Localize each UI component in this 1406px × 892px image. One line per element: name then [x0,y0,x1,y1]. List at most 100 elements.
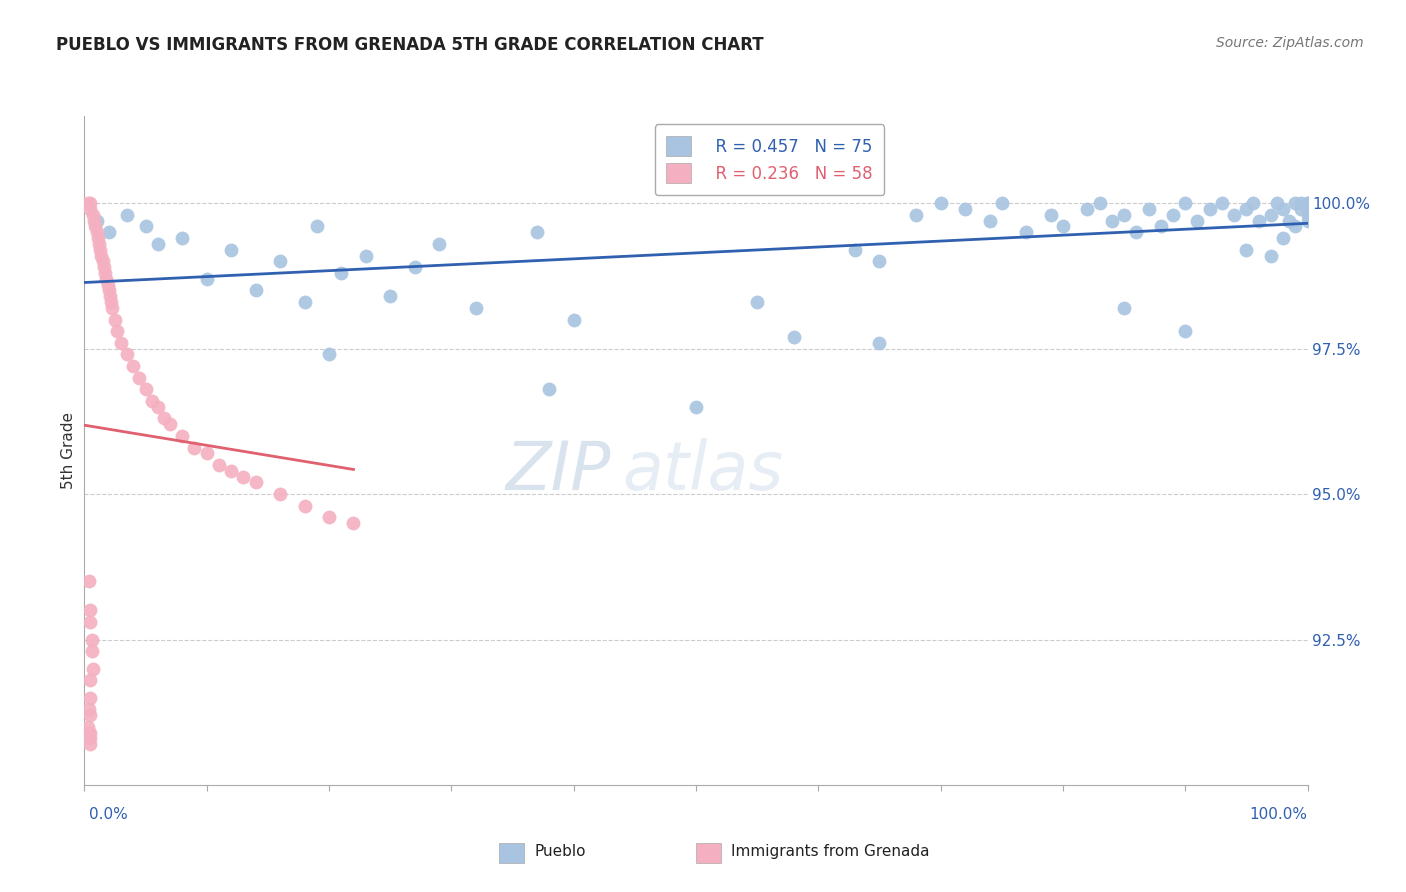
Point [1198,202,1220,216]
Point [245,284,267,298]
Point [269,487,291,501]
Point [79,708,101,723]
Point [991,196,1014,211]
Point [1234,243,1257,257]
Point [869,254,891,268]
Point [122,359,145,373]
Point [1174,196,1197,211]
Point [783,330,806,344]
Point [232,469,254,483]
Point [294,295,316,310]
Point [1296,196,1319,211]
Point [1241,196,1264,211]
Point [219,243,242,257]
Point [94,266,117,280]
Point [869,335,891,350]
Point [79,615,101,629]
Point [172,231,194,245]
Point [79,731,101,746]
Point [146,400,169,414]
Point [105,324,128,338]
Point [318,347,340,361]
Point [97,284,120,298]
Text: ZIP: ZIP [505,438,610,503]
Text: Immigrants from Grenada: Immigrants from Grenada [731,845,929,859]
Point [79,603,101,617]
Point [1015,225,1038,239]
Point [1296,196,1319,211]
Point [89,243,111,257]
Point [82,662,104,676]
Point [1278,213,1301,227]
Point [1150,219,1173,234]
Point [685,400,707,414]
Point [1137,202,1160,216]
Text: 100.0%: 100.0% [1250,807,1308,822]
Point [562,312,585,326]
Text: atlas: atlas [623,438,783,503]
Point [747,295,769,310]
Point [96,272,118,286]
Point [1161,208,1184,222]
Point [97,277,120,292]
Point [1223,208,1246,222]
Point [1291,196,1313,211]
Point [172,429,194,443]
Point [1076,202,1098,216]
Point [245,475,267,490]
Point [141,394,163,409]
Point [79,725,101,739]
Point [82,208,104,222]
Point [195,446,218,460]
Point [1125,225,1147,239]
Point [538,383,561,397]
Point [404,260,426,275]
Point [464,301,486,315]
Point [269,254,291,268]
Point [1088,196,1111,211]
Point [929,196,952,211]
Point [104,312,127,326]
Point [1272,202,1295,216]
Point [135,383,157,397]
Point [79,673,101,688]
Point [98,289,121,303]
Point [77,720,100,734]
Point [135,219,157,234]
Point [1291,202,1313,216]
Point [1211,196,1233,211]
Point [159,417,181,432]
Point [110,335,132,350]
Point [153,411,176,425]
Point [526,225,548,239]
Point [427,236,450,251]
Point [380,289,402,303]
Point [87,231,110,245]
Point [91,254,114,268]
Point [87,236,110,251]
Point [1265,196,1288,211]
Point [84,219,107,234]
Point [195,272,218,286]
Legend:   R = 0.457   N = 75,   R = 0.236   N = 58: R = 0.457 N = 75, R = 0.236 N = 58 [655,124,884,195]
Point [77,196,100,211]
Point [90,249,112,263]
Text: Pueblo: Pueblo [534,845,586,859]
Point [305,219,328,234]
Point [97,225,120,239]
Point [905,208,928,222]
Point [294,499,316,513]
Point [1260,249,1282,263]
Point [953,202,976,216]
Point [979,213,1001,227]
Point [79,737,101,751]
Point [1174,324,1197,338]
Point [219,464,242,478]
Point [1296,213,1319,227]
Point [1234,202,1257,216]
Point [79,196,101,211]
Point [79,690,101,705]
Point [318,510,340,524]
Point [93,260,115,275]
Point [86,213,108,227]
